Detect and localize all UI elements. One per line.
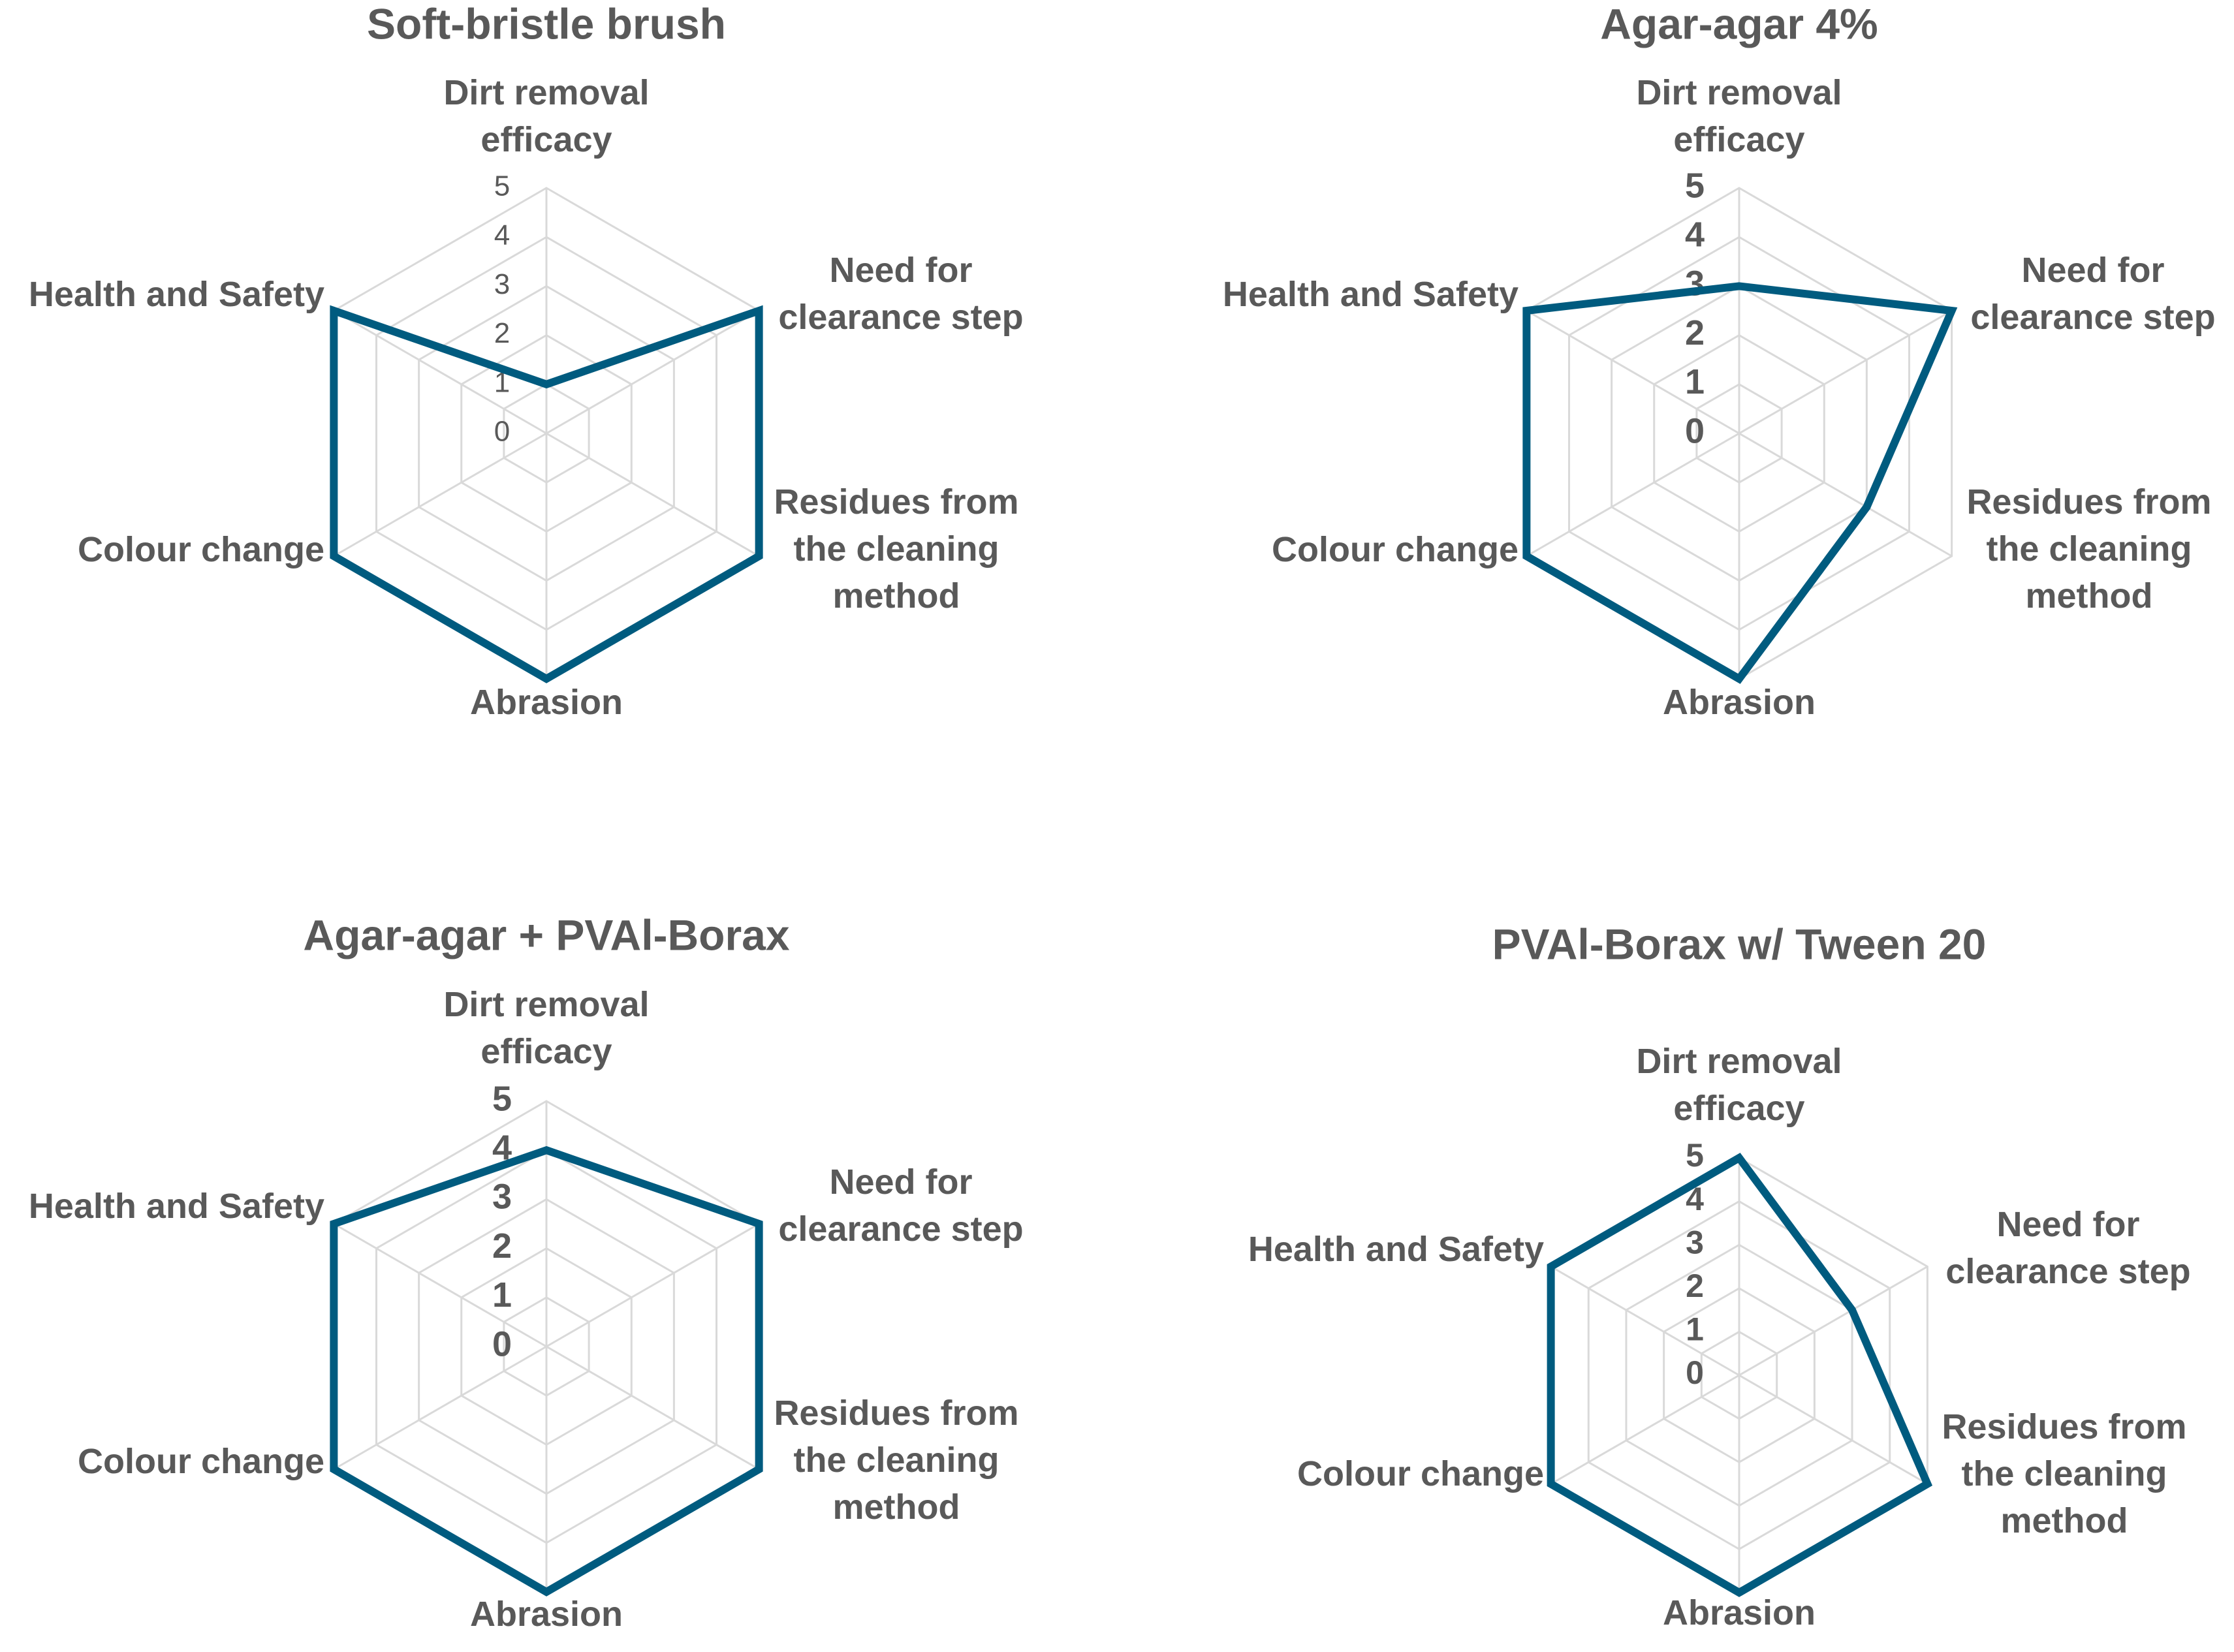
axis-label-need-for-clearance-step: Need for clearance step [778, 251, 1023, 337]
tick-label: 4 [494, 219, 510, 251]
tick-label: 0 [494, 416, 510, 448]
axis-label-colour-change: Colour change [1297, 1454, 1544, 1493]
axis-label-colour-change: Colour change [78, 530, 324, 569]
axis-label-health-and-safety: Health and Safety [29, 275, 324, 314]
tick-label: 1 [1686, 1311, 1704, 1348]
series-line-1 [1547, 1153, 1933, 1597]
spoke-colour-change [1550, 1374, 1740, 1485]
axis-label-health-and-safety: Health and Safety [29, 1187, 324, 1226]
spoke-health-and-safety [333, 309, 547, 435]
series-line-1 [330, 305, 763, 683]
spoke-residues-from-the-cleaning-method [546, 432, 760, 557]
axis-label-dirt-removal-efficacy: Dirt removal efficacy [1636, 1042, 1842, 1128]
axis-label-residues-from-the-cleaning-method: Residues from the cleaning method [1942, 1407, 2186, 1540]
axis-label-residues-from-the-cleaning-method: Residues from the cleaning method [774, 482, 1018, 616]
tick-label: 2 [494, 317, 510, 349]
tick-label: 3 [494, 268, 510, 300]
chart-title: Agar-agar 4% [1600, 0, 1878, 48]
tick-label: 3 [1686, 1224, 1704, 1260]
tick-label: 2 [1685, 313, 1705, 352]
tick-label: 5 [492, 1079, 512, 1118]
spoke-health-and-safety [333, 1223, 547, 1348]
axis-label-need-for-clearance-step: Need for clearance step [1970, 251, 2215, 337]
axis-label-health-and-safety: Health and Safety [1248, 1230, 1544, 1269]
tick-label: 5 [1685, 166, 1705, 205]
axis-label-colour-change: Colour change [1272, 530, 1518, 569]
tick-label: 0 [492, 1324, 512, 1364]
axis-label-abrasion: Abrasion [1663, 1593, 1816, 1632]
axis-label-dirt-removal-efficacy: Dirt removal efficacy [1636, 73, 1842, 159]
tick-label: 2 [1686, 1268, 1704, 1304]
axis-label-need-for-clearance-step: Need for clearance step [778, 1162, 1023, 1249]
tick-label: 0 [1686, 1354, 1704, 1391]
chart-title: PVAl-Borax w/ Tween 20 [1492, 920, 1987, 968]
spoke-need-for-clearance-step [1738, 309, 1953, 435]
axis-label-need-for-clearance-step: Need for clearance step [1945, 1205, 2190, 1291]
axis-label-residues-from-the-cleaning-method: Residues from the cleaning method [1966, 482, 2211, 616]
tick-label: 0 [1685, 411, 1705, 450]
spoke-health-and-safety [1526, 309, 1740, 435]
spoke-residues-from-the-cleaning-method [1738, 1374, 1928, 1485]
radar-chart-2: Agar-agar 4% 0 1 2 3 4 5 Dirt removal efficacy Ne… [1223, 0, 2216, 722]
tick-label: 1 [1685, 362, 1705, 401]
spoke-residues-from-the-cleaning-method [1738, 432, 1953, 557]
axis-label-abrasion: Abrasion [470, 683, 623, 722]
axis-label-dirt-removal-efficacy: Dirt removal efficacy [443, 985, 649, 1071]
axis-label-abrasion: Abrasion [470, 1595, 623, 1634]
chart-title: Soft-bristle brush [367, 0, 726, 48]
axis-label-abrasion: Abrasion [1663, 683, 1816, 722]
series-line-1 [1522, 282, 1958, 684]
tick-label: 1 [492, 1275, 512, 1315]
spoke-colour-change [333, 1345, 547, 1471]
spoke-health-and-safety [1550, 1266, 1740, 1377]
spoke-colour-change [333, 432, 547, 557]
axis-label-health-and-safety: Health and Safety [1223, 275, 1518, 314]
tick-label: 2 [492, 1226, 512, 1266]
chart-title: Agar-agar + PVAl-Borax [303, 911, 789, 959]
tick-label: 5 [1686, 1137, 1704, 1174]
axis-label-residues-from-the-cleaning-method: Residues from the cleaning method [774, 1394, 1018, 1527]
axis-label-dirt-removal-efficacy: Dirt removal efficacy [443, 73, 649, 159]
spoke-need-for-clearance-step [546, 1223, 760, 1348]
tick-label: 5 [494, 170, 510, 202]
spoke-need-for-clearance-step [546, 309, 760, 435]
spoke-colour-change [1526, 432, 1740, 557]
tick-label: 3 [492, 1177, 512, 1217]
tick-label: 3 [1685, 264, 1705, 304]
series-line-1 [330, 1145, 763, 1597]
spoke-need-for-clearance-step [1738, 1266, 1928, 1377]
axis-label-colour-change: Colour change [78, 1442, 324, 1481]
tick-label: 4 [1685, 215, 1705, 254]
spoke-residues-from-the-cleaning-method [546, 1345, 760, 1471]
